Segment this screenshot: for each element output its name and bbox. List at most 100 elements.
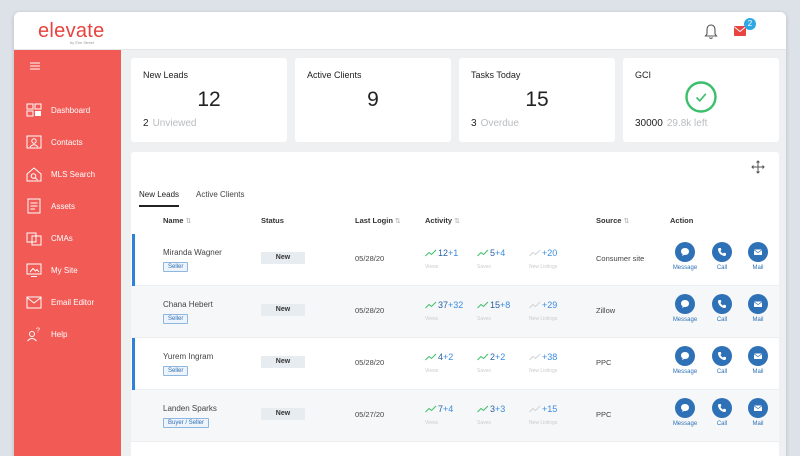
mail-button[interactable]	[748, 294, 768, 314]
mail-action[interactable]: Mail	[743, 346, 773, 375]
expand-icon[interactable]	[751, 160, 765, 174]
message-button[interactable]	[675, 294, 695, 314]
tab-active-clients[interactable]: Active Clients	[196, 190, 245, 199]
mail-button[interactable]	[748, 398, 768, 418]
card-sub-label: Overdue	[480, 118, 519, 129]
mail-action[interactable]: Mail	[743, 294, 773, 323]
tab-new-leads[interactable]: New Leads	[139, 190, 180, 207]
call-action[interactable]: Call	[707, 346, 737, 375]
phone-icon	[718, 404, 726, 412]
message-action[interactable]: Message	[670, 294, 700, 323]
activity-label-new-listings: New Listings	[529, 316, 558, 322]
card-title: GCI	[635, 70, 652, 80]
lead-source: PPC	[596, 358, 612, 367]
chat-bubble-icon	[681, 404, 689, 412]
mail-label: Mail	[752, 421, 764, 427]
contacts-icon	[26, 135, 42, 149]
call-action[interactable]: Call	[707, 242, 737, 271]
message-button[interactable]	[675, 398, 695, 418]
leads-panel: New Leads Active Clients Name ⇅ Status La…	[131, 152, 779, 456]
sidebar-item-assets[interactable]: Assets	[26, 195, 121, 217]
column-header-activity[interactable]: Activity ⇅	[425, 216, 460, 225]
mail-button[interactable]	[748, 242, 768, 262]
mail-icon	[753, 301, 763, 307]
card-new-leads[interactable]: New Leads 12 2 Unviewed	[131, 58, 287, 142]
card-gci[interactable]: GCI 30000 29.8k left	[623, 58, 779, 142]
table-row[interactable]: Landen Sparks Buyer / Seller New 05/27/2…	[131, 390, 779, 442]
svg-text:?: ?	[36, 328, 40, 335]
saves-count: 15	[490, 300, 501, 310]
sidebar-item-my-site[interactable]: My Site	[26, 259, 121, 281]
activity-label-new-listings: New Listings	[529, 264, 558, 270]
views-delta: +32	[448, 300, 464, 310]
table-row[interactable]: Chana Hebert Seller New 05/28/20 37 +32 V…	[131, 286, 779, 338]
column-header-name[interactable]: Name ⇅	[163, 216, 191, 225]
sidebar-item-label: Dashboard	[51, 105, 91, 115]
table-row[interactable]: Yurem Ingram Seller New 05/28/20 4 +2 Vie…	[131, 338, 779, 390]
message-action[interactable]: Message	[670, 398, 700, 427]
saves-count: 3	[490, 404, 496, 414]
card-sub-label: 29.8k left	[666, 118, 708, 129]
message-button[interactable]	[675, 242, 695, 262]
activity-label-views: Views	[425, 368, 439, 374]
logo[interactable]: elevate	[38, 20, 105, 42]
new-listings-delta: +20	[542, 248, 558, 258]
call-button[interactable]	[712, 398, 732, 418]
lead-source: Consumer site	[596, 254, 645, 263]
mail-icon	[753, 249, 763, 255]
message-action[interactable]: Message	[670, 242, 700, 271]
card-sub-value: 30000	[635, 118, 663, 129]
call-action[interactable]: Call	[707, 398, 737, 427]
sidebar-item-cmas[interactable]: CMAs	[26, 227, 121, 249]
envelope-icon[interactable]	[734, 26, 746, 36]
mail-button[interactable]	[748, 346, 768, 366]
mail-action[interactable]: Mail	[743, 398, 773, 427]
sidebar-item-dashboard[interactable]: Dashboard	[26, 99, 121, 121]
column-header-last-login[interactable]: Last Login ⇅	[355, 216, 401, 225]
message-button[interactable]	[675, 346, 695, 366]
last-login: 05/27/20	[355, 410, 385, 419]
lead-source: Zillow	[596, 306, 616, 315]
last-login: 05/28/20	[355, 254, 385, 263]
sort-icon: ⇅	[394, 218, 401, 225]
message-label: Message	[672, 369, 698, 375]
lead-type-tag: Buyer / Seller	[163, 418, 210, 428]
lead-name[interactable]: Yurem Ingram	[163, 352, 214, 361]
sidebar-item-mls-search[interactable]: MLS Search	[26, 163, 121, 185]
menu-icon[interactable]	[30, 62, 40, 70]
sidebar-item-email-editor[interactable]: Email Editor	[26, 291, 121, 313]
message-action[interactable]: Message	[670, 346, 700, 375]
mail-action[interactable]: Mail	[743, 242, 773, 271]
card-value: 15	[525, 88, 549, 111]
call-button[interactable]	[712, 294, 732, 314]
card-value: 9	[367, 88, 379, 111]
sidebar-item-label: Contacts	[51, 137, 83, 147]
call-button[interactable]	[712, 242, 732, 262]
activity-label-views: Views	[425, 316, 439, 322]
saves-delta: +4	[495, 248, 506, 258]
card-subtext: 30000 29.8k left	[635, 118, 707, 129]
table-row[interactable]: Miranda Wagner Seller New 05/28/20 12 +1 …	[131, 234, 779, 286]
sidebar-item-help[interactable]: ? Help	[26, 323, 121, 345]
activity-saves: 2 +2	[477, 352, 505, 362]
card-value: 12	[197, 88, 221, 111]
lead-name[interactable]: Landen Sparks	[163, 404, 217, 413]
assets-icon	[27, 198, 41, 214]
lead-name[interactable]: Chana Hebert	[163, 300, 213, 309]
views-count: 37	[438, 300, 449, 310]
trend-up-icon	[477, 353, 489, 361]
activity-saves: 15 +8	[477, 300, 510, 310]
call-label: Call	[716, 317, 728, 323]
column-header-action: Action	[670, 216, 694, 225]
saves-count: 2	[490, 352, 496, 362]
sidebar-item-contacts[interactable]: Contacts	[26, 131, 121, 153]
call-button[interactable]	[712, 346, 732, 366]
bell-icon[interactable]	[704, 24, 718, 40]
card-active-clients[interactable]: Active Clients 9	[295, 58, 451, 142]
column-header-source[interactable]: Source ⇅	[596, 216, 629, 225]
lead-name[interactable]: Miranda Wagner	[163, 248, 222, 257]
card-sub-label: Unviewed	[152, 118, 197, 129]
card-tasks-today[interactable]: Tasks Today 15 3 Overdue	[459, 58, 615, 142]
call-action[interactable]: Call	[707, 294, 737, 323]
activity-label-saves: Saves	[477, 316, 491, 322]
